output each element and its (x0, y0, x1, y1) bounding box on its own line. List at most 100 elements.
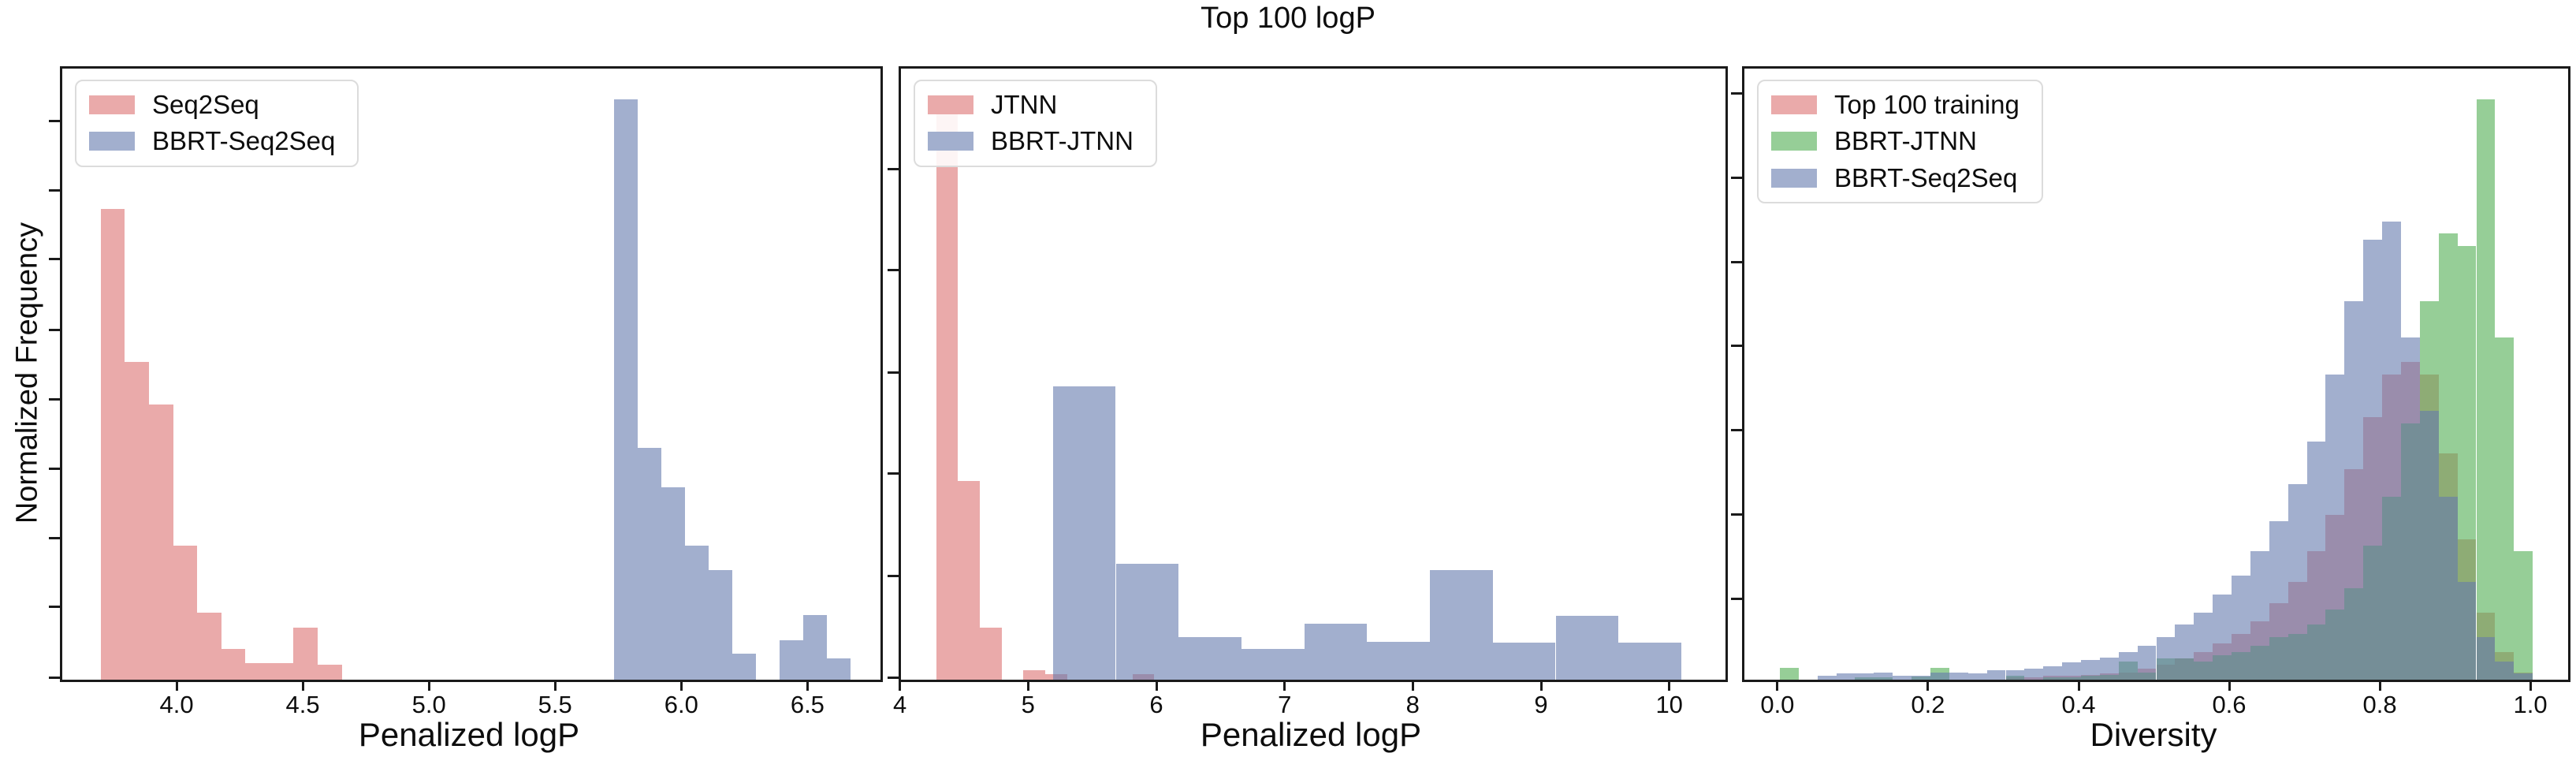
histogram-bar-jtnn (1023, 669, 1046, 680)
histogram-bar-bbrt-seq2seq (2344, 300, 2364, 680)
histogram-bar-bbrt-seq2seq (2382, 221, 2401, 680)
histogram-bar-seq2seq (221, 649, 246, 680)
x-tick-label: 10 (1655, 691, 1683, 718)
histogram-bar-seq2seq (197, 612, 221, 680)
y-tick-mark (49, 676, 60, 679)
x-tick-mark (2529, 680, 2532, 691)
histogram-bar-bbrt-jtnn (2514, 551, 2533, 680)
legend: JTNN BBRT-JTNN (914, 80, 1157, 167)
histogram-bar-seq2seq (125, 362, 149, 680)
histogram-bar-seq2seq (149, 405, 173, 680)
x-tick-label: 6.5 (790, 691, 825, 718)
histogram-bar-bbrt-seq2seq (685, 545, 709, 680)
histogram-bar-bbrt-jtnn (2476, 99, 2496, 680)
histogram-bar-bbrt-seq2seq (2024, 669, 2044, 680)
histogram-bar-bbrt-seq2seq (1893, 675, 1912, 680)
legend: Top 100 training BBRT-JTNN BBRT-Seq2Seq (1757, 80, 2043, 203)
histogram-bar-bbrt-seq2seq (826, 658, 851, 680)
histogram-bar-bbrt-seq2seq (638, 447, 662, 680)
figure-title: Top 100 logP (1201, 2, 1375, 35)
histogram-bar-bbrt-seq2seq (2156, 636, 2176, 680)
y-tick-mark (49, 119, 60, 122)
histogram-bar-bbrt-seq2seq (1817, 676, 1837, 680)
x-tick-mark (899, 680, 902, 691)
histogram-bar-bbrt-seq2seq (2419, 411, 2439, 680)
x-tick-label: 4.0 (159, 691, 194, 718)
histogram-bar-seq2seq (293, 628, 318, 680)
x-axis-label-3: Diversity (2090, 716, 2217, 753)
plot-area-diversity: Top 100 training BBRT-JTNN BBRT-Seq2Seq (1742, 66, 2570, 682)
legend-item-top-100-training: Top 100 training (1771, 90, 2019, 119)
histogram-bar-bbrt-jtnn (1052, 386, 1116, 680)
legend-label: JTNN (991, 90, 1058, 119)
y-tick-mark (888, 269, 899, 272)
legend-item-seq2seq: Seq2Seq (89, 90, 335, 119)
histogram-bar-bbrt-seq2seq (779, 640, 803, 680)
histogram-bar-bbrt-seq2seq (2269, 520, 2288, 680)
legend-label: BBRT-JTNN (1834, 126, 1977, 156)
histogram-bar-bbrt-seq2seq (1949, 672, 1968, 680)
histogram-bar-bbrt-seq2seq (2005, 670, 2025, 680)
histogram-bar-seq2seq (245, 663, 270, 680)
x-tick-label: 4 (892, 691, 907, 718)
histogram-bar-bbrt-jtnn (1241, 649, 1305, 680)
y-tick-mark (1731, 429, 1742, 432)
x-tick-label: 9 (1534, 691, 1548, 718)
legend-item-bbrt-seq2seq: BBRT-Seq2Seq (1771, 162, 2019, 192)
histogram-bar-seq2seq (269, 663, 294, 680)
histogram-bar-bbrt-seq2seq (1912, 675, 1930, 680)
x-tick-mark (427, 680, 430, 691)
histogram-bar-bbrt-seq2seq (1855, 673, 1874, 680)
x-tick-mark (2378, 680, 2381, 691)
y-tick-mark (49, 188, 60, 192)
y-tick-mark (1731, 513, 1742, 516)
histogram-bar-seq2seq (318, 664, 342, 680)
histogram-bar-jtnn (958, 481, 981, 680)
x-tick-label: 6 (1149, 691, 1163, 718)
histogram-bar-bbrt-seq2seq (2137, 646, 2157, 680)
y-tick-mark (49, 467, 60, 470)
histogram-bar-bbrt-jtnn (1618, 642, 1681, 680)
legend-swatch-icon (928, 95, 973, 115)
y-axis-label: Normalized Frequency (10, 222, 44, 524)
x-tick-label: 7 (1278, 691, 1292, 718)
x-tick-mark (1411, 680, 1414, 691)
y-tick-mark (1731, 345, 1742, 348)
histogram-bar-bbrt-seq2seq (2099, 658, 2119, 680)
histogram-bar-bbrt-seq2seq (1836, 673, 1856, 680)
histogram-bar-bbrt-seq2seq (802, 614, 827, 680)
x-tick-label: 0.4 (2061, 691, 2096, 718)
histogram-bar-bbrt-seq2seq (2457, 582, 2477, 680)
histogram-bar-bbrt-seq2seq (2043, 665, 2063, 680)
legend-label: BBRT-Seq2Seq (1834, 162, 2018, 192)
x-tick-mark (806, 680, 809, 691)
x-tick-label: 0.0 (1760, 691, 1795, 718)
histogram-bar-bbrt-seq2seq (2213, 594, 2232, 680)
x-tick-label: 0.2 (1911, 691, 1945, 718)
x-tick-label: 1.0 (2513, 691, 2548, 718)
legend-item-jtnn: JTNN (928, 90, 1134, 119)
histogram-bar-bbrt-jtnn (1178, 636, 1241, 680)
histogram-bar-bbrt-seq2seq (709, 569, 732, 680)
x-tick-label: 0.6 (2212, 691, 2247, 718)
x-tick-label: 6.0 (664, 691, 698, 718)
legend-item-bbrt-jtnn: BBRT-JTNN (1771, 126, 2019, 156)
histogram-bar-bbrt-jtnn (1304, 623, 1368, 680)
legend-swatch-icon (89, 95, 135, 115)
y-tick-mark (1731, 260, 1742, 263)
histogram-bar-bbrt-seq2seq (1986, 670, 2006, 680)
x-tick-mark (553, 680, 557, 691)
x-tick-mark (1283, 680, 1286, 691)
histogram-bar-bbrt-jtnn (1555, 615, 1619, 680)
legend-swatch-icon (89, 132, 135, 151)
x-tick-mark (175, 680, 178, 691)
legend-label: BBRT-JTNN (991, 126, 1134, 156)
legend-swatch-icon (1771, 168, 1817, 188)
y-tick-mark (1731, 598, 1742, 601)
histogram-bar-bbrt-seq2seq (731, 653, 756, 680)
legend-swatch-icon (928, 132, 973, 151)
x-tick-label: 0.8 (2362, 691, 2397, 718)
x-tick-mark (679, 680, 683, 691)
x-tick-mark (1026, 680, 1029, 691)
